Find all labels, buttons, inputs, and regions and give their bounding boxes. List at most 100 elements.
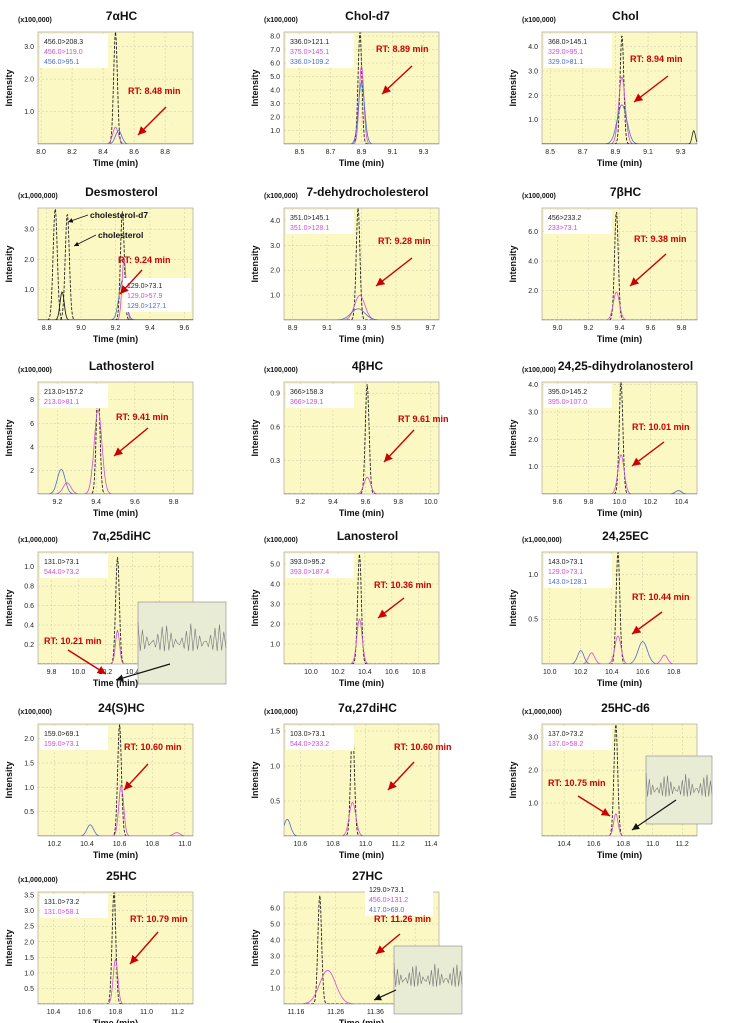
y-tick-label: 1.0 xyxy=(270,642,280,649)
scale-factor-label: (x100,000) xyxy=(264,709,298,716)
y-tick-label: 2.0 xyxy=(24,77,34,84)
y-tick-label: 3.0 xyxy=(24,908,34,915)
legend-entry: 368.0>145.1 xyxy=(548,39,587,46)
legend-entry: 131.0>58.1 xyxy=(44,909,79,916)
x-tick-label: 10.6 xyxy=(636,669,650,676)
x-tick-label: 10.4 xyxy=(358,669,372,676)
x-tick-label: 10.0 xyxy=(543,669,557,676)
inset-pointer-arrow xyxy=(631,799,677,831)
x-axis-label: Time (min) xyxy=(339,1018,384,1023)
y-axis-label: Intensity xyxy=(508,589,518,626)
y-tick-label: 4.0 xyxy=(270,218,280,225)
x-tick-label: 11.2 xyxy=(392,841,405,848)
transition-legend xyxy=(544,726,612,750)
retention-time-arrow xyxy=(387,761,415,791)
retention-time-arrow xyxy=(381,65,413,95)
y-tick-label: 6 xyxy=(30,421,34,428)
legend-entry: 417.0>69.0 xyxy=(369,907,404,914)
y-tick-label: 4.0 xyxy=(270,88,280,95)
chromatogram-panel: 7-dehydrocholesterol (x100,000) 8.9 9.1 9.3 9… xyxy=(250,185,440,344)
scale-factor-label: (x1,000,000) xyxy=(522,709,562,716)
retention-time-arrow xyxy=(631,611,663,635)
x-tick-label: 11.0 xyxy=(359,841,372,848)
chart-title: 7α,25diHC xyxy=(92,529,151,543)
peak-label-arrow xyxy=(73,234,97,247)
x-tick-label: 8.7 xyxy=(326,149,336,156)
y-tick-label: 6.0 xyxy=(528,229,538,236)
chart-title: 7-dehydrocholesterol xyxy=(306,185,428,199)
x-tick-label: 8.9 xyxy=(357,149,367,156)
legend-entry: 393.0>95.2 xyxy=(290,559,325,566)
chart-title: 27HC xyxy=(352,869,383,883)
y-tick-label: 3.5 xyxy=(24,893,34,900)
x-axis-label: Time (min) xyxy=(93,334,138,344)
legend-entry: 143.0>73.1 xyxy=(548,559,583,566)
x-axis-label: Time (min) xyxy=(339,334,384,344)
scale-factor-label: (x100,000) xyxy=(522,193,556,200)
series-line xyxy=(284,969,439,1004)
x-tick-label: 11.2 xyxy=(676,841,689,848)
y-tick-label: 2.5 xyxy=(24,924,34,931)
y-axis-label: Intensity xyxy=(508,419,518,456)
chromatogram-panel: 25HC-d6 (x1,000,000) 10.4 10.6 10.8 11.0 11.2 1… xyxy=(508,701,713,860)
legend-entry: 129.0>127.1 xyxy=(127,303,166,310)
series-line xyxy=(38,724,193,836)
retention-time-arrow xyxy=(129,931,159,965)
x-tick-label: 9.6 xyxy=(180,325,190,332)
x-tick-label: 9.4 xyxy=(145,325,155,332)
chart-title: 25HC xyxy=(106,869,137,883)
y-tick-label: 0.5 xyxy=(24,986,34,993)
y-tick-label: 2.0 xyxy=(270,115,280,122)
x-axis-label: Time (min) xyxy=(597,334,642,344)
y-tick-label: 4.0 xyxy=(528,44,538,51)
x-tick-label: 9.3 xyxy=(419,149,429,156)
retention-time-label: RT: 10.75 min xyxy=(548,778,606,788)
chart-title: Lanosterol xyxy=(337,529,398,543)
y-tick-label: 3.0 xyxy=(24,44,34,51)
series-line xyxy=(38,126,193,144)
scale-factor-label: (x1,000,000) xyxy=(522,537,562,544)
x-tick-label: 10.4 xyxy=(80,841,94,848)
retention-time-label: RT: 10.79 min xyxy=(130,914,188,924)
x-axis-label: Time (min) xyxy=(339,158,384,168)
scale-factor-label: (x1,000,000) xyxy=(18,193,58,200)
chromatogram-panel: Chol-d7 (x100,000) 8.5 8.7 8.9 9.1 9.3 1.0 2.0 3.… xyxy=(250,9,440,168)
chromatogram-panel: 24,25EC (x1,000,000) 10.0 10.2 10.4 10.6 10.8 0… xyxy=(508,529,698,688)
retention-time-label: RT 9.61 min xyxy=(398,414,449,424)
x-tick-label: 10.4 xyxy=(126,669,140,676)
x-axis-label: Time (min) xyxy=(93,508,138,518)
retention-time-label: RT: 10.44 min xyxy=(632,592,690,602)
legend-entry: 456.0>119.0 xyxy=(44,49,83,56)
x-tick-label: 9.6 xyxy=(646,325,656,332)
y-tick-label: 8.0 xyxy=(270,34,280,41)
y-axis-label: Intensity xyxy=(4,929,14,966)
peak-label: cholesterol xyxy=(98,230,143,240)
series-line xyxy=(542,813,697,836)
x-tick-label: 9.7 xyxy=(426,325,436,332)
x-axis-label: Time (min) xyxy=(339,850,384,860)
x-tick-label: 8.6 xyxy=(129,149,139,156)
chromatogram-panel: 27HC11.1611.2611.3611.461.02.03.04.05.06… xyxy=(250,869,463,1023)
x-axis-label: Time (min) xyxy=(597,850,642,860)
retention-time-label: RT: 9.24 min xyxy=(118,255,171,265)
series-line xyxy=(38,957,193,1004)
legend-entry: 336.0>121.1 xyxy=(290,39,329,46)
legend-entry: 137.0>73.2 xyxy=(548,731,583,738)
transition-legend xyxy=(286,210,354,234)
transition-legend xyxy=(544,34,612,68)
series-line xyxy=(38,482,193,494)
scale-factor-label: (x100,000) xyxy=(18,17,52,24)
legend-entry: 544.0>233.2 xyxy=(290,741,329,748)
legend-entry: 336.0>109.2 xyxy=(290,59,329,66)
y-tick-label: 0.6 xyxy=(24,603,34,610)
y-tick-label: 5.0 xyxy=(270,74,280,81)
y-tick-label: 1.0 xyxy=(24,785,34,792)
y-tick-label: 1.0 xyxy=(24,970,34,977)
x-tick-label: 9.6 xyxy=(361,499,371,506)
y-axis-label: Intensity xyxy=(250,245,260,282)
y-tick-label: 3.0 xyxy=(528,68,538,75)
retention-time-label: RT: 9.41 min xyxy=(116,412,169,422)
x-tick-label: 9.2 xyxy=(111,325,121,332)
retention-time-label: RT: 10.60 min xyxy=(124,742,182,752)
series-line xyxy=(38,629,193,664)
